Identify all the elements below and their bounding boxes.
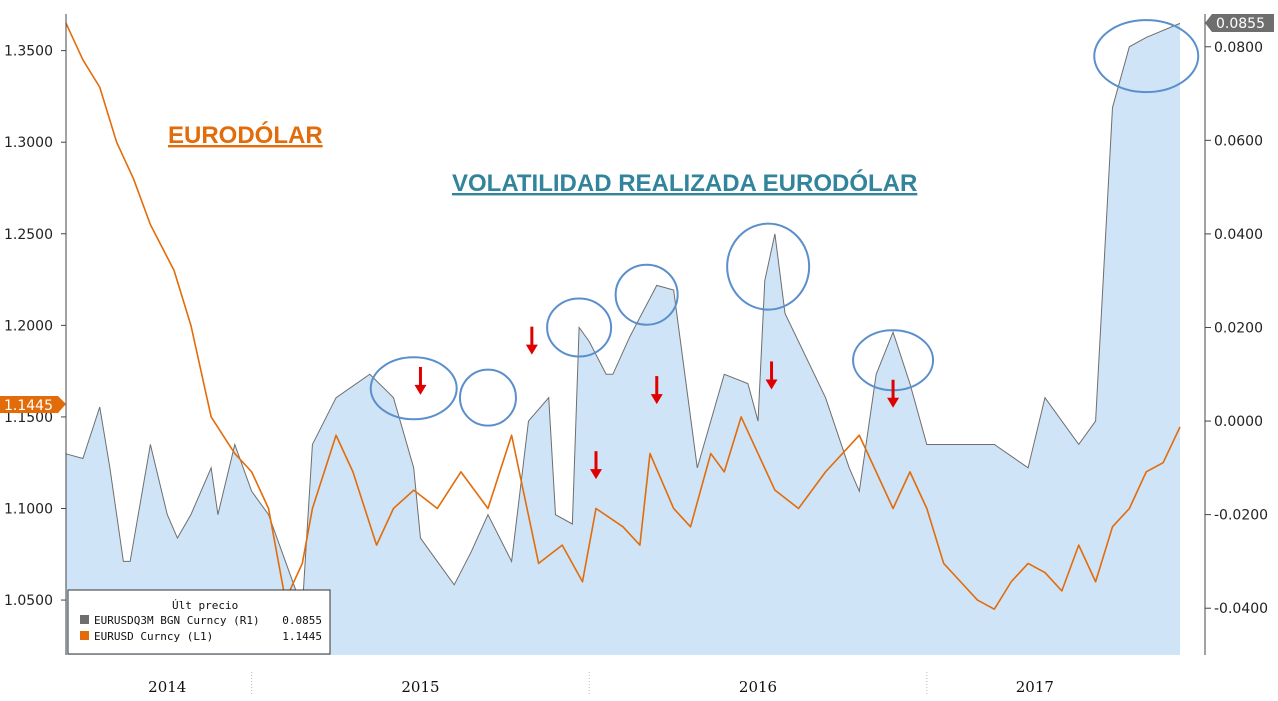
left-tick-label: 1.0500 bbox=[4, 593, 53, 609]
left-tick-label: 1.3500 bbox=[4, 44, 53, 60]
legend-swatch-vol bbox=[80, 615, 89, 624]
red-arrow-head bbox=[525, 344, 538, 355]
red-arrow-head bbox=[414, 384, 427, 395]
annotation-layer: EURODÓLAR VOLATILIDAD REALIZADA EURODÓLA… bbox=[168, 19, 1200, 480]
highlight-circle bbox=[458, 368, 517, 427]
highlight-circle bbox=[546, 297, 613, 358]
right-tick-label: 0.0000 bbox=[1214, 414, 1263, 430]
highlight-circle bbox=[369, 356, 458, 421]
left-tick-label: 1.2500 bbox=[4, 227, 53, 243]
axes-layer: 1.3500 1.3000 1.2500 1.2000 1.1500 1.1000 1.05… bbox=[0, 14, 1278, 696]
left-tick-label: 1.3000 bbox=[4, 135, 53, 151]
red-arrow-head bbox=[765, 379, 778, 390]
last-value-tags: 1.1445 0.0855 bbox=[0, 14, 1274, 414]
legend-label-eurusd: EURUSD Curncy (L1) bbox=[94, 630, 213, 643]
volatility-line bbox=[65, 22, 1181, 609]
red-arrow-head bbox=[650, 394, 663, 405]
legend-header: Últ precio bbox=[172, 599, 238, 612]
left-tick-label: 1.1500 bbox=[4, 410, 53, 426]
highlight-circle bbox=[726, 222, 811, 311]
highlight-circle bbox=[1093, 19, 1200, 94]
highlight-circle bbox=[614, 263, 679, 326]
x-tick-label: 2015 bbox=[401, 678, 439, 696]
eurusd-title: EURODÓLAR bbox=[168, 121, 323, 149]
left-tick-label: 1.1000 bbox=[4, 501, 53, 517]
right-tick-label: 0.0200 bbox=[1214, 320, 1263, 336]
x-tick-label: 2017 bbox=[1016, 678, 1054, 696]
left-tick-label: 1.2000 bbox=[4, 318, 53, 334]
x-axis-band bbox=[0, 656, 1278, 696]
x-tick-label: 2016 bbox=[739, 678, 777, 696]
legend-box bbox=[67, 589, 331, 655]
vol-last-tag bbox=[1205, 14, 1274, 32]
red-arrow-head bbox=[589, 469, 602, 480]
vol-last-value: 0.0855 bbox=[1216, 16, 1265, 32]
legend-swatch-eurusd bbox=[80, 631, 89, 640]
line-layer bbox=[65, 22, 1181, 611]
legend-value-vol: 0.0855 bbox=[282, 614, 322, 627]
volatility-area bbox=[66, 23, 1180, 655]
right-tick-label: 0.0600 bbox=[1214, 133, 1263, 149]
right-tick-label: 0.0400 bbox=[1214, 227, 1263, 243]
legend-label-vol: EURUSDQ3M BGN Curncy (R1) bbox=[94, 614, 260, 627]
right-tick-label: 0.0800 bbox=[1214, 40, 1263, 56]
eurusd-last-tag bbox=[0, 396, 66, 413]
eurusd-line bbox=[65, 22, 1181, 611]
red-arrow-head bbox=[887, 397, 900, 408]
right-tick-label: -0.0200 bbox=[1214, 508, 1268, 524]
legend: Últ precio EURUSDQ3M BGN Curncy (R1) 0.0… bbox=[67, 589, 331, 655]
x-tick-label: 2014 bbox=[148, 678, 186, 696]
legend-value-eurusd: 1.1445 bbox=[282, 630, 322, 643]
right-tick-label: -0.0400 bbox=[1214, 601, 1268, 617]
volatility-area-layer bbox=[66, 23, 1180, 655]
eurusd-last-value: 1.1445 bbox=[4, 398, 53, 414]
volatility-title: VOLATILIDAD REALIZADA EURODÓLAR bbox=[452, 169, 917, 197]
